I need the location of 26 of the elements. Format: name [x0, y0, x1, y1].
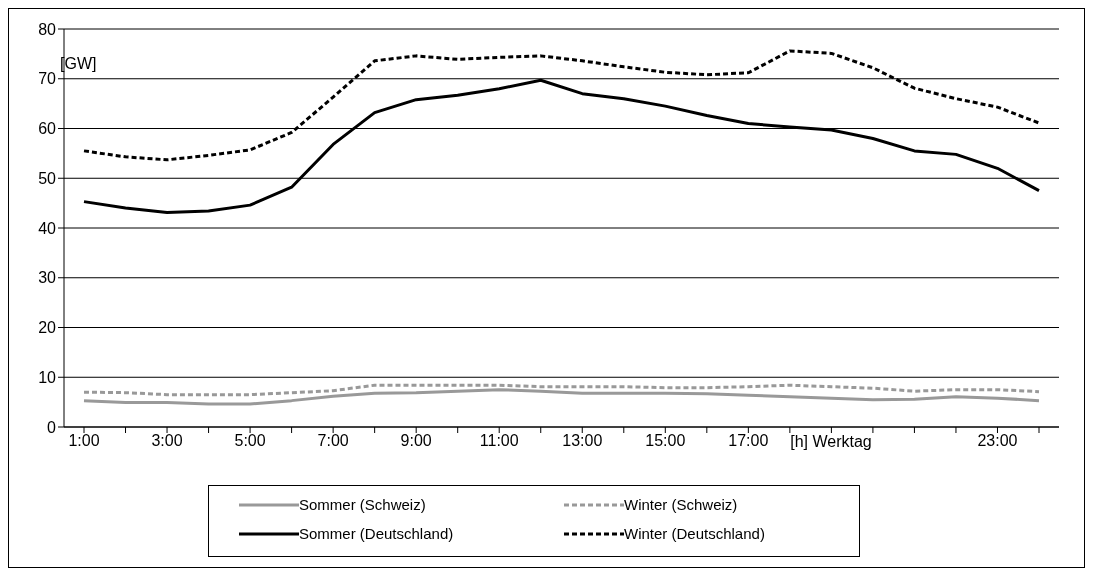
line-series — [82, 388, 1041, 406]
x-tick-label: 9:00 — [400, 432, 432, 450]
y-tick-label: 0 — [47, 418, 57, 436]
y-tick-label: 40 — [38, 219, 57, 237]
y-tick-label: 20 — [38, 319, 57, 337]
legend-label: Winter (Schweiz) — [624, 496, 738, 513]
x-tick-label: 7:00 — [317, 432, 349, 450]
x-tick-label: 13:00 — [562, 432, 603, 450]
x-tick-label: 5:00 — [234, 432, 266, 450]
legend-label: Winter (Deutschland) — [624, 525, 765, 542]
y-tick-label: 70 — [38, 70, 57, 88]
y-tick-label: 30 — [38, 269, 57, 287]
y-tick-label: 80 — [38, 20, 57, 38]
x-axis-title: [h] Werktag — [790, 433, 872, 450]
y-tick-label: 50 — [38, 169, 57, 187]
legend-label: Sommer (Deutschland) — [299, 525, 454, 542]
x-tick-label: 1:00 — [68, 432, 100, 450]
y-tick-label: 60 — [38, 120, 57, 138]
legend-label: Sommer (Schweiz) — [299, 496, 426, 513]
x-tick-label: 17:00 — [728, 432, 769, 450]
x-tick-label: 15:00 — [645, 432, 686, 450]
x-tick-label: 3:00 — [151, 432, 183, 450]
y-tick-label: 10 — [38, 368, 57, 386]
x-tick-label: 11:00 — [479, 432, 519, 450]
y-axis-title: [GW] — [60, 55, 97, 72]
x-tick-label: 23:00 — [977, 432, 1018, 450]
